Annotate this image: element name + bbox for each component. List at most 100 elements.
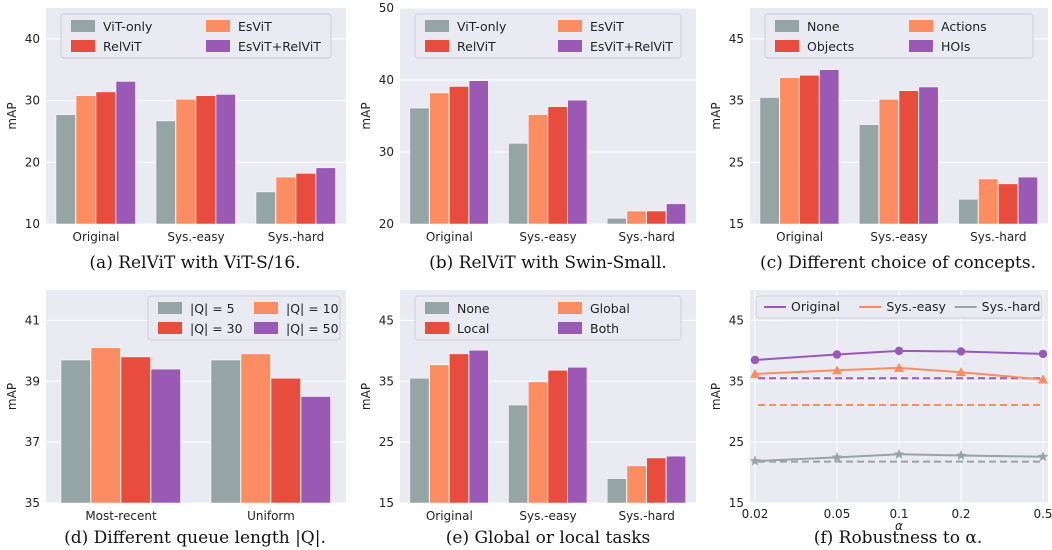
legend-label: RelViT [103,39,142,54]
legend: ViT-only EsViT RelViT EsViT+RelViT [414,13,682,59]
bar [666,203,686,225]
legend-label: EsViT [590,19,624,34]
y-tick-label: 39 [25,374,40,388]
legend-swatch [909,40,933,52]
bar [449,86,469,225]
x-axis-label: α [895,519,903,533]
legend-label: ViT-only [103,19,153,34]
legend-swatch [254,322,278,334]
data-point [893,448,905,459]
data-point [831,365,842,375]
legend-box [764,13,1034,59]
x-tick-label: 0.02 [742,507,769,521]
bar [1017,176,1038,225]
bar [528,114,548,225]
y-tick-label: 35 [729,374,744,388]
x-tick-label: 0.05 [824,507,851,521]
legend-swatch [71,40,95,52]
bar [567,367,588,504]
legend-box [60,13,332,59]
bar [90,347,121,504]
x-tick-label: Sys.-hard [618,230,674,244]
x-tick-label: 0.1 [889,507,908,521]
y-axis-label: mAP [359,383,373,410]
panel-caption: (c) Different choice of concepts. [760,253,1036,273]
legend-label: EsViT+RelViT [238,39,321,54]
legend-label: Local [457,321,489,336]
legend-label: Sys.-hard [982,299,1041,314]
bar [978,178,999,225]
y-tick-label: 37 [25,435,40,449]
y-axis-label: mAP [709,102,723,129]
bar [270,377,301,504]
bar [799,75,820,225]
legend-swatch [775,40,799,52]
legend-label: Both [590,321,619,336]
y-tick-label: 50 [379,1,394,15]
y-tick-label: 25 [729,435,744,449]
legend-label: |Q| = 10 [286,301,339,316]
x-tick-label: 0.2 [951,507,970,521]
bar [55,114,76,225]
bar [210,359,241,504]
bar [819,69,840,225]
y-axis-label: mAP [709,383,723,410]
y-axis-label: mAP [5,383,19,410]
legend: None Actions Objects HOIs [764,13,1034,59]
x-tick-label: Original [73,230,120,244]
bar [626,465,647,504]
legend-swatch [425,302,449,314]
legend-label: Original [791,299,840,314]
bar [626,210,647,225]
data-point [1037,451,1049,462]
legend-label: EsViT [238,19,272,34]
y-tick-label: 45 [379,313,394,327]
data-point [1038,374,1048,384]
legend-label: |Q| = 5 [190,301,235,316]
data-point [831,451,843,462]
legend-swatch [558,40,582,52]
data-point [956,367,967,377]
legend-swatch [206,20,230,32]
legend-label: EsViT+RelViT [590,39,673,54]
bar [449,353,469,504]
bar [878,99,899,225]
y-tick-label: 15 [729,217,744,231]
y-tick-label: 30 [25,94,40,108]
legend-swatch [425,322,449,334]
legend-label: None [457,301,490,316]
x-tick-label: Original [426,230,473,244]
data-point [894,346,904,356]
x-tick-label: Original [776,230,823,244]
bar [468,80,489,225]
legend-label: None [807,19,840,34]
bar [195,95,216,225]
panel-f: 15 25 35 45 mAP 0.02 0.05 0.1 0.2 0.5 α Original Sys… [709,290,1052,548]
bar [606,478,627,504]
y-tick-label: 35 [379,374,394,388]
legend: ViT-only EsViT RelViT EsViT+RelViT [60,13,332,59]
legend-swatch [558,20,582,32]
legend-swatch [206,40,230,52]
legend: |Q| = 5 |Q| = 10 |Q| = 30 |Q| = 50 [147,295,341,341]
legend-swatch [775,20,799,32]
legend-swatch [425,40,449,52]
data-point [749,455,761,466]
y-tick-label: 45 [729,313,744,327]
bar [120,356,151,504]
y-axis-label: mAP [5,102,19,129]
bar [215,94,236,225]
bar [666,455,686,504]
data-point [894,362,904,372]
bar [115,81,136,225]
bar [409,107,430,225]
bar [60,359,91,504]
bar [918,86,939,225]
y-tick-label: 35 [25,496,40,510]
bar [295,173,316,225]
bar [429,92,450,225]
bar [95,91,116,225]
legend-swatch [158,302,182,314]
